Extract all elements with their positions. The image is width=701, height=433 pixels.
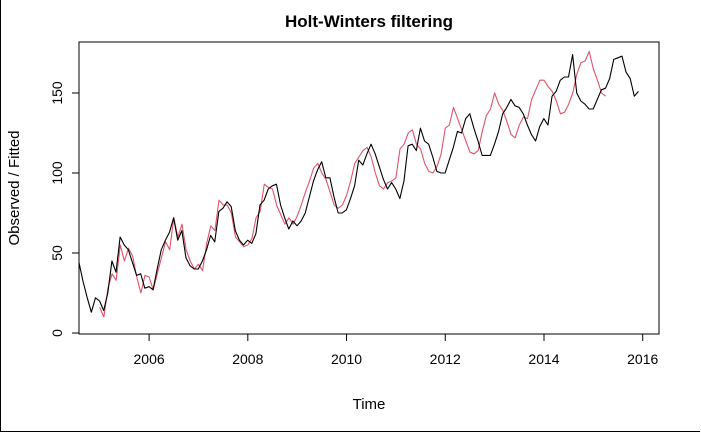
x-axis-label: Time <box>353 396 386 413</box>
series-group <box>79 50 639 318</box>
x-tick-label: 2008 <box>232 351 263 367</box>
y-axis-label: Observed / Fitted <box>6 130 23 245</box>
chart-title: Holt-Winters filtering <box>285 12 453 31</box>
x-tick-label: 2014 <box>528 351 559 367</box>
x-tick-label: 2006 <box>134 351 165 367</box>
x-tick-label: 2012 <box>430 351 461 367</box>
y-tick-label: 50 <box>49 245 65 261</box>
x-tick-label: 2010 <box>331 351 362 367</box>
plot-area-box <box>78 41 660 335</box>
y-tick-label: 0 <box>49 329 65 337</box>
series-line-observed <box>79 54 639 313</box>
series-line-fitted <box>99 50 607 318</box>
y-axis: 0 50 100 150 <box>49 81 80 337</box>
x-axis: 2006 2008 2010 2012 2014 2016 <box>134 333 658 367</box>
y-tick-label: 100 <box>49 161 65 185</box>
y-tick-label: 150 <box>49 81 65 105</box>
x-tick-label: 2016 <box>627 351 658 367</box>
